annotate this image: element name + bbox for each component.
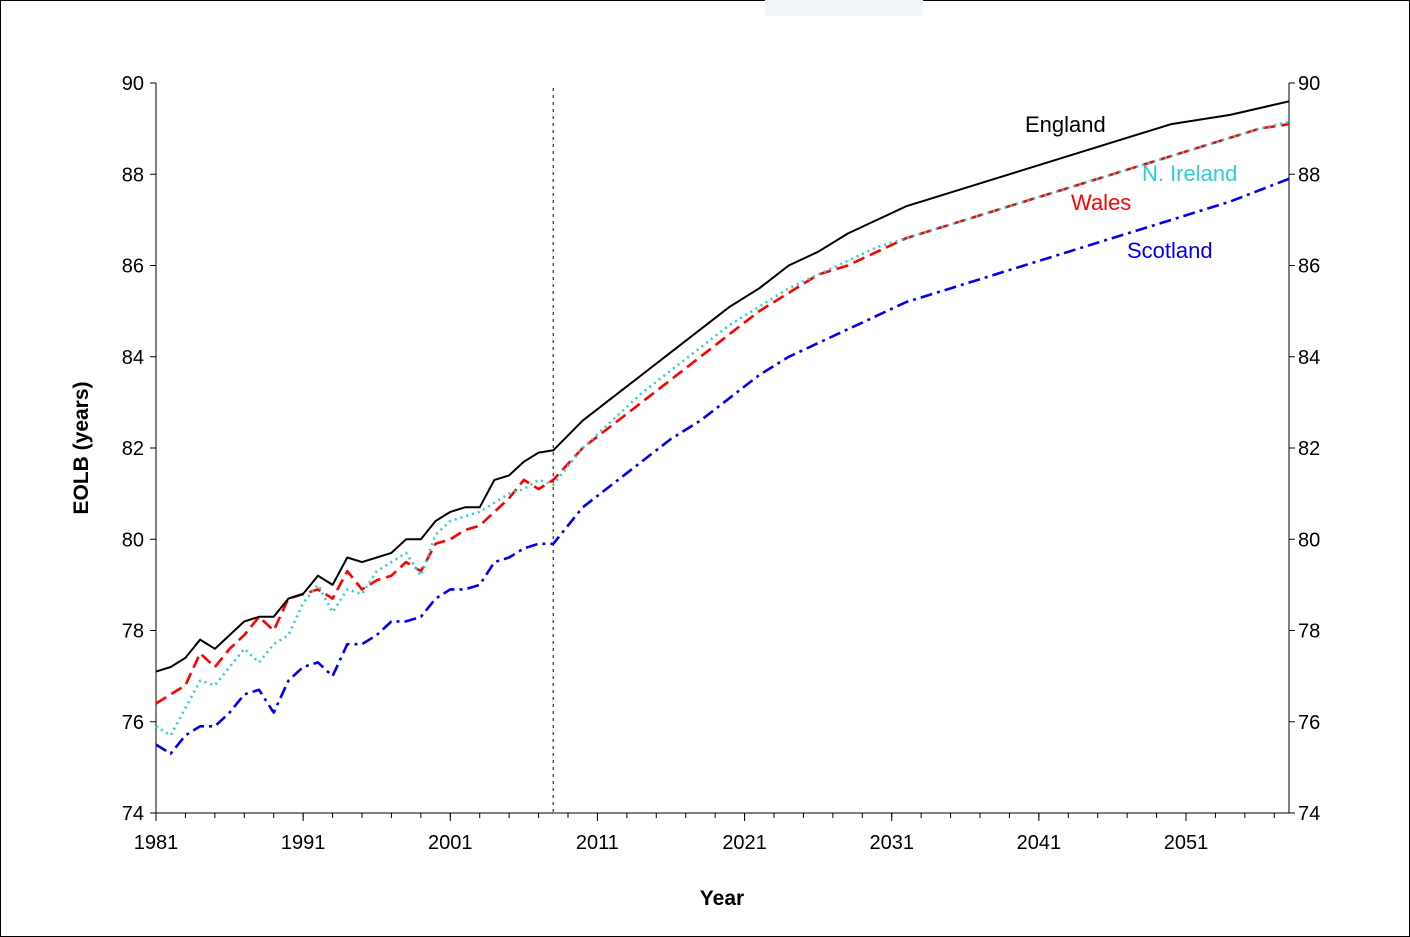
y-tick-label-right: 78 (1298, 621, 1320, 643)
x-tick-label: 2001 (428, 832, 473, 854)
y-axis-ticks-left: 74 76 78 80 82 84 86 88 90 (122, 73, 156, 825)
x-tick-label: 2051 (1164, 832, 1209, 854)
y-tick-label-right: 74 (1298, 803, 1320, 825)
y-axis-ticks-right: 74 76 78 80 82 84 86 88 90 (1289, 73, 1320, 825)
y-tick-label-right: 88 (1298, 164, 1320, 186)
x-tick-label: 1981 (134, 832, 179, 854)
y-tick-label-left: 74 (122, 803, 144, 825)
y-tick-label-left: 90 (122, 73, 144, 95)
y-axis-title: EOLB (years) (70, 381, 93, 514)
y-tick-label-left: 82 (122, 438, 144, 460)
series-label-scotland: Scotland (1127, 238, 1213, 263)
y-tick-label-left: 80 (122, 529, 144, 551)
x-tick-label: 2031 (869, 832, 914, 854)
series-lines (155, 100, 1290, 756)
y-tick-label-left: 84 (122, 347, 144, 369)
y-tick-label-right: 90 (1298, 73, 1320, 95)
x-tick-label: 2021 (722, 832, 767, 854)
y-tick-label-left: 88 (122, 164, 144, 186)
y-tick-label-left: 86 (122, 256, 144, 278)
series-label-england: England (1025, 112, 1106, 137)
y-tick-label-right: 84 (1298, 347, 1320, 369)
x-tick-label: 2041 (1017, 832, 1062, 854)
y-tick-label-right: 86 (1298, 256, 1320, 278)
x-tick-label: 2011 (576, 832, 619, 854)
y-tick-label-right: 76 (1298, 712, 1320, 734)
y-tick-label-left: 76 (122, 712, 144, 734)
series-line-scotland (155, 177, 1290, 756)
y-tick-label-right: 82 (1298, 438, 1320, 460)
y-tick-label-right: 80 (1298, 529, 1320, 551)
series-line-england (155, 100, 1290, 673)
x-tick-label: 1991 (281, 832, 326, 854)
series-label-wales: Wales (1071, 190, 1131, 215)
x-axis-title: Year (700, 887, 744, 910)
y-tick-label-left: 78 (122, 621, 144, 643)
series-label-n-ireland: N. Ireland (1142, 161, 1237, 186)
series-line-n-ireland (155, 120, 1290, 737)
top-decoration-band (765, 0, 923, 16)
x-axis-ticks: 1981 1991 2001 2011 2021 2031 2041 2051 (134, 813, 1275, 854)
